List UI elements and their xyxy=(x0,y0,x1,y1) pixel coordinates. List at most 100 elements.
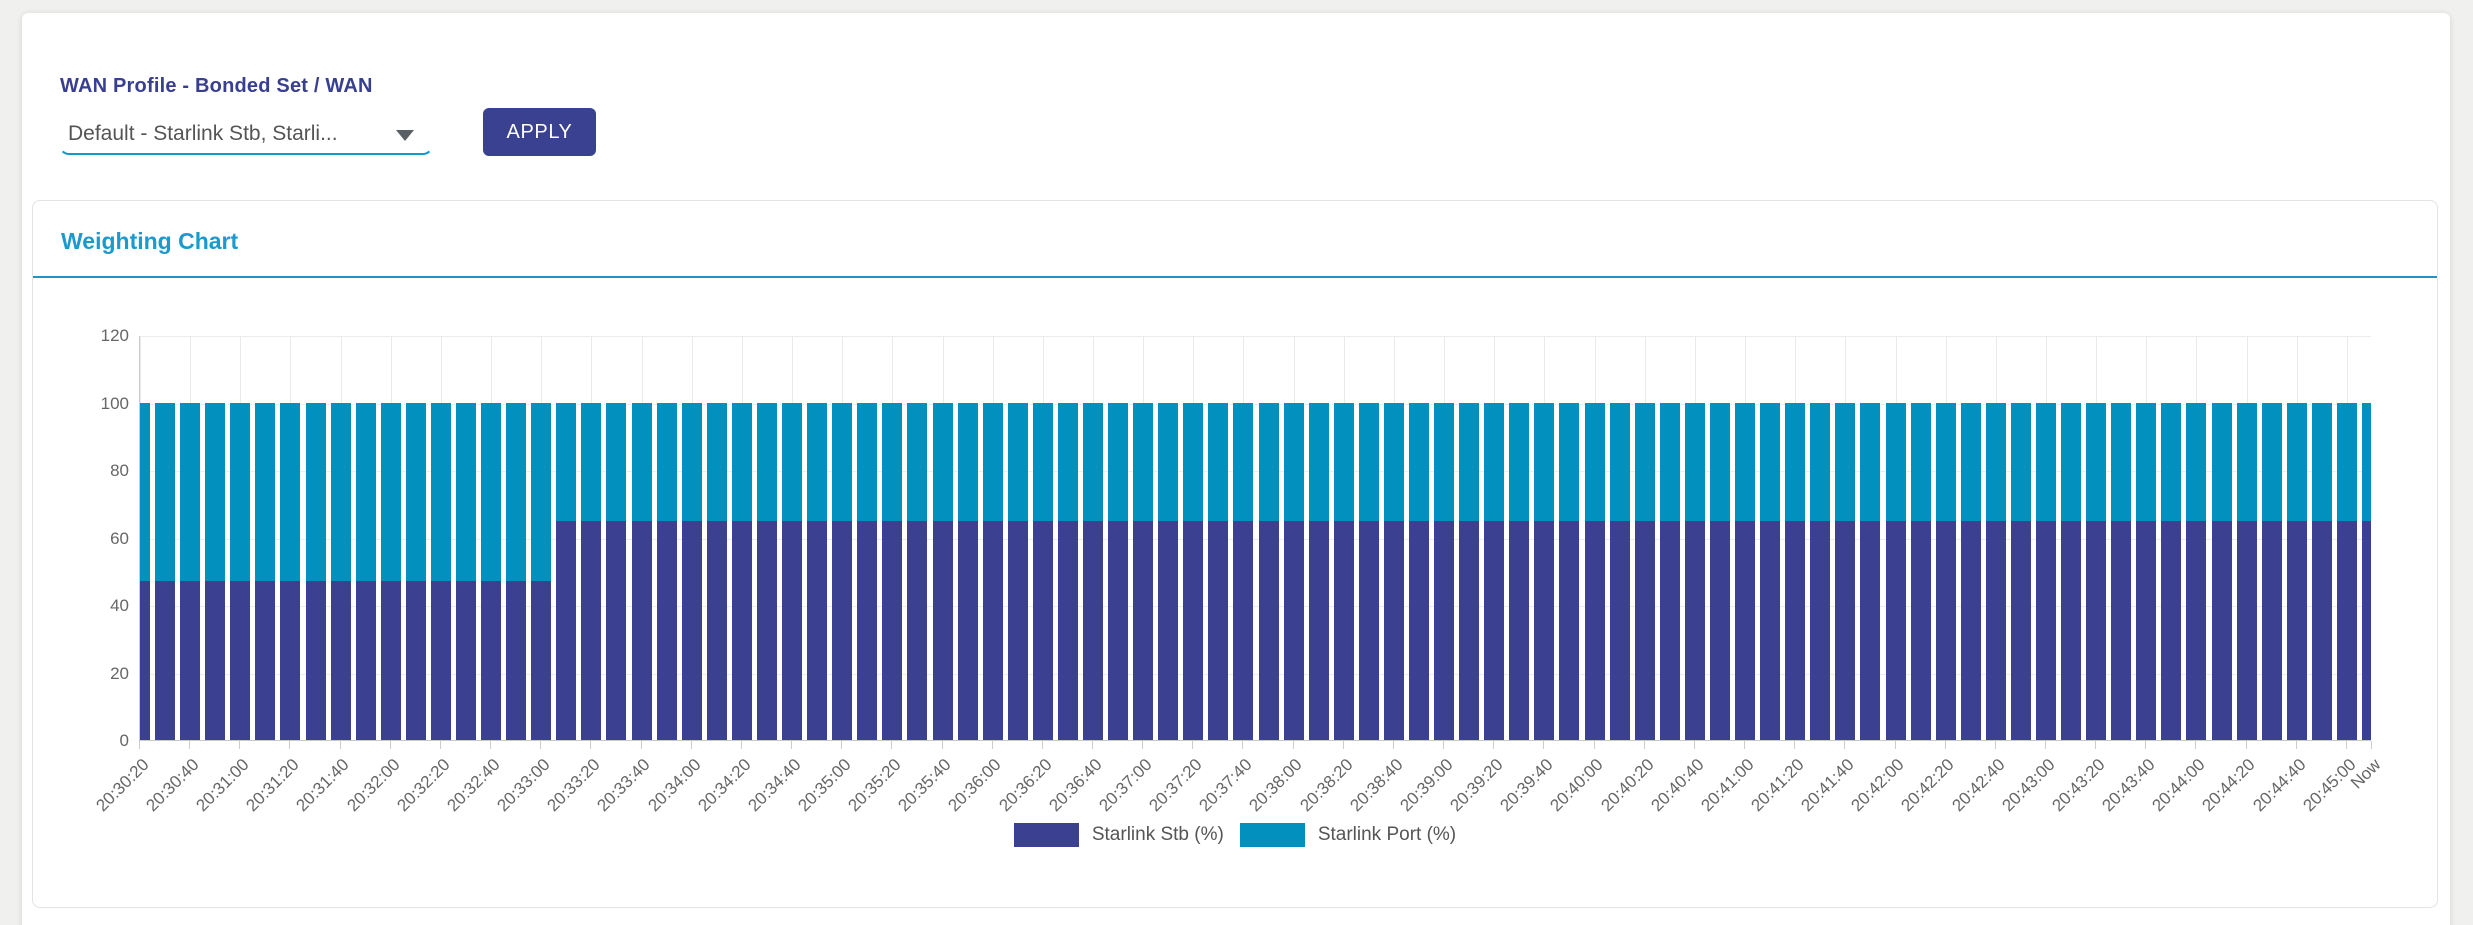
bar-segment-stb xyxy=(1183,520,1204,740)
x-tick xyxy=(1543,741,1545,749)
x-tick xyxy=(2044,741,2046,749)
apply-button[interactable]: APPLY xyxy=(483,108,596,156)
x-tick xyxy=(1693,741,1695,749)
legend-item: Starlink Stb (%) xyxy=(1013,823,1224,847)
bar-segment-stb xyxy=(1133,520,1154,740)
bar-segment-stb xyxy=(2336,520,2357,740)
bar-segment-stb xyxy=(330,581,351,740)
bar-segment-port xyxy=(1258,402,1279,521)
bar-segment-port xyxy=(882,402,903,521)
x-tick xyxy=(1292,741,1294,749)
x-tick xyxy=(339,741,341,749)
bar-segment-port xyxy=(2261,402,2282,521)
bar-segment-port xyxy=(1684,402,1705,521)
bar-segment-port xyxy=(1910,402,1931,521)
bar-segment-stb xyxy=(631,520,652,740)
bar-segment-stb xyxy=(2261,520,2282,740)
bar-segment-port xyxy=(807,402,828,521)
bar-segment-port xyxy=(606,402,627,521)
bar-segment-stb xyxy=(1684,520,1705,740)
bar-segment-port xyxy=(581,402,602,521)
x-tick-label-text: Now xyxy=(2346,755,2385,793)
bar-segment-stb xyxy=(656,520,677,740)
bar-segment-stb xyxy=(1409,520,1429,740)
bar-segment-port xyxy=(1985,402,2006,521)
bar-segment-port xyxy=(957,402,978,521)
bar-segment-port xyxy=(1233,402,1254,521)
bar-segment-stb xyxy=(1659,520,1680,740)
bar-segment-port xyxy=(180,402,201,582)
bar-segment-port xyxy=(1333,402,1354,521)
bar-segment-port xyxy=(2035,402,2056,521)
bar-segment-stb xyxy=(907,520,928,740)
bar-segment-port xyxy=(656,402,677,521)
bar-segment-port xyxy=(330,402,351,582)
wan-profile-select[interactable]: Default - Starlink Stb, Starli... xyxy=(59,112,433,155)
h-gridline xyxy=(140,403,2371,405)
x-tick-label-text: 20:37:00 xyxy=(1095,755,1156,816)
x-tick-label-text: 20:31:40 xyxy=(292,755,354,816)
bar-segment-stb xyxy=(1985,520,2006,740)
bar-segment-port xyxy=(1007,402,1028,521)
bar-segment-stb xyxy=(1459,520,1480,740)
x-tick-label-text: 20:40:20 xyxy=(1596,755,1658,816)
bar-segment-stb xyxy=(1032,520,1053,740)
bar-segment-port xyxy=(2111,402,2132,521)
x-tick xyxy=(791,741,793,749)
bar-segment-stb xyxy=(1434,520,1455,740)
x-tick-label-text: 20:45:00 xyxy=(2299,755,2360,816)
x-tick xyxy=(2145,741,2147,749)
x-tick-label-text: 20:41:20 xyxy=(1747,755,1808,816)
x-tick xyxy=(2195,741,2197,749)
bar-segment-stb xyxy=(2211,520,2232,740)
x-tick-label-text: 20:44:40 xyxy=(2248,755,2310,816)
x-tick xyxy=(1844,741,1846,749)
bar-segment-port xyxy=(305,402,326,582)
bar-segment-stb xyxy=(1208,520,1229,740)
x-tick-label-text: 20:32:00 xyxy=(342,755,404,816)
x-tick xyxy=(690,741,692,749)
x-tick xyxy=(139,741,140,749)
bar-segment-stb xyxy=(180,581,201,740)
x-tick-label-text: 20:42:00 xyxy=(1847,755,1908,816)
x-tick xyxy=(1091,741,1093,749)
x-tick xyxy=(1643,741,1645,749)
x-tick xyxy=(1894,741,1896,749)
bar-segment-stb xyxy=(2010,520,2031,740)
wan-profile-label: WAN Profile - Bonded Set / WAN xyxy=(60,75,373,97)
x-tick-label-text: 20:37:40 xyxy=(1195,755,1256,816)
x-tick xyxy=(439,741,441,749)
bar-segment-stb xyxy=(1559,520,1580,740)
bar-segment-stb xyxy=(1634,520,1655,740)
bar-segment-stb xyxy=(1885,520,1906,740)
bar-segment-stb xyxy=(681,520,702,740)
bar-segment-stb xyxy=(1308,520,1329,740)
bar-segment-stb xyxy=(355,581,376,740)
x-tick-label-text: 20:43:00 xyxy=(1998,755,2059,816)
bar-segment-stb xyxy=(405,581,426,740)
bar-segment-stb xyxy=(1383,520,1404,740)
bar-segment-stb xyxy=(1283,520,1304,740)
bar-segment-port xyxy=(430,402,451,582)
bar-segment-port xyxy=(2362,402,2371,521)
bar-segment-port xyxy=(1283,402,1304,521)
x-tick xyxy=(189,741,191,749)
y-axis-labels: 0 20 40 60 80 100 120 xyxy=(33,326,129,750)
x-tick xyxy=(590,741,592,749)
wan-profile-select-value: Default - Starlink Stb, Starli... xyxy=(68,121,338,145)
bar-segment-port xyxy=(1709,402,1730,521)
bar-segment-stb xyxy=(2311,520,2332,740)
weighting-chart-card: Weighting Chart 0 20 40 60 80 100 120 20:30:20… xyxy=(32,200,2438,908)
x-tick xyxy=(1443,741,1445,749)
y-tick-label: 100 xyxy=(100,393,129,413)
bar-segment-stb xyxy=(832,520,853,740)
bar-segment-port xyxy=(1835,402,1856,521)
x-tick-label-text: 20:33:40 xyxy=(593,755,654,816)
bar-segment-port xyxy=(1509,402,1530,521)
bar-segment-port xyxy=(2336,402,2357,521)
bar-segment-stb xyxy=(205,581,226,740)
x-tick-label-text: 20:33:20 xyxy=(543,755,604,816)
bar-segment-stb xyxy=(1082,520,1103,740)
bar-segment-stb xyxy=(1835,520,1856,740)
x-tick-label-text: 20:39:00 xyxy=(1396,755,1457,816)
